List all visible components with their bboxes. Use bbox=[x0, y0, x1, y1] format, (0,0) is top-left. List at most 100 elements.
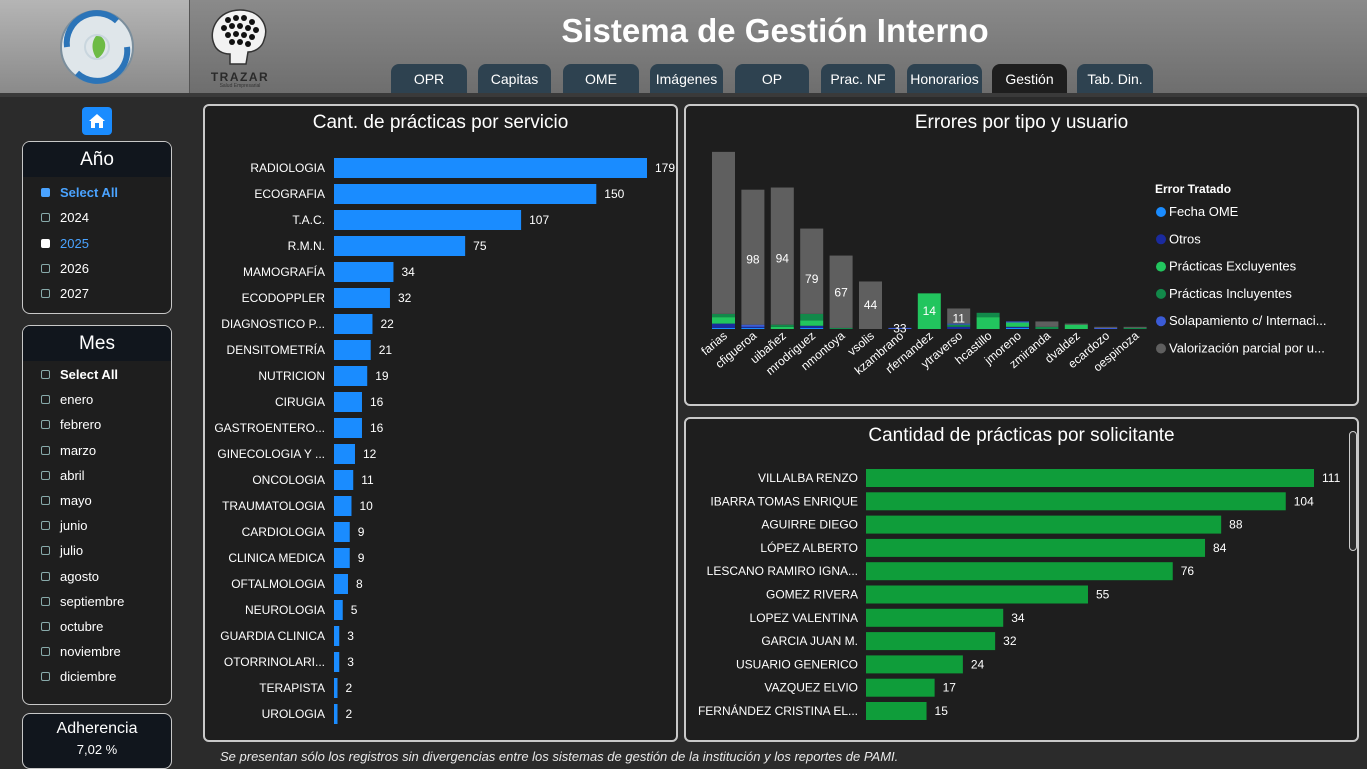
bar-usuario-generico[interactable] bbox=[866, 655, 963, 674]
bar-nutricion[interactable] bbox=[334, 366, 368, 386]
legend-item-solapamiento-c-internaci[interactable]: Solapamiento c/ Internaci... bbox=[1169, 313, 1327, 328]
month-option-marzo[interactable]: marzo bbox=[41, 443, 96, 458]
month-option-septiembre[interactable]: septiembre bbox=[41, 594, 124, 609]
bar-lopez-valentina[interactable] bbox=[866, 608, 1004, 627]
year-option-2026[interactable]: 2026 bbox=[41, 261, 89, 276]
error-bar-segment-cfigueroa-valorizacion-parcial-por-u[interactable] bbox=[741, 189, 765, 325]
month-option-mayo[interactable]: mayo bbox=[41, 493, 92, 508]
error-bar-segment-mrodriguez-valorizacion-parcial-por-u[interactable] bbox=[800, 228, 824, 314]
month-option-select-all[interactable]: Select All bbox=[41, 367, 118, 382]
tab-honorarios[interactable]: Honorarios bbox=[907, 64, 982, 94]
error-bar-segment-dvaldez-valorizacion-parcial-por-u[interactable] bbox=[1064, 323, 1088, 325]
error-bar-segment-jmoreno-otros[interactable] bbox=[1006, 326, 1029, 328]
month-option-agosto[interactable]: agosto bbox=[41, 569, 99, 584]
error-bar-segment-mrodriguez-practicas-incluyentes[interactable] bbox=[800, 313, 824, 321]
bar-vazquez-elvio[interactable] bbox=[866, 678, 935, 697]
error-bar-segment-hcastillo-practicas-excluyentes[interactable] bbox=[976, 317, 1000, 329]
month-option-julio[interactable]: julio bbox=[41, 543, 83, 558]
tab-op[interactable]: OP bbox=[735, 64, 809, 94]
error-bar-segment-cfigueroa-fecha-ome[interactable] bbox=[741, 327, 765, 329]
bar-lopez-alberto[interactable] bbox=[866, 538, 1206, 557]
legend-item-practicas-excluyentes[interactable]: Prácticas Excluyentes bbox=[1169, 259, 1297, 274]
bar-neurologia[interactable] bbox=[334, 600, 343, 620]
tab-imagenes[interactable]: Imágenes bbox=[650, 64, 723, 94]
error-bar-segment-jmoreno-fecha-ome[interactable] bbox=[1006, 327, 1029, 329]
error-bar-segment-cfigueroa-solapamiento-c-internaci[interactable] bbox=[741, 324, 765, 327]
bar-lescano-ramiro-igna[interactable] bbox=[866, 562, 1173, 581]
legend-item-otros[interactable]: Otros bbox=[1169, 231, 1201, 246]
error-bar-segment-ytraverso-valorizacion-parcial-por-u[interactable] bbox=[947, 308, 971, 324]
year-option-2027[interactable]: 2027 bbox=[41, 286, 89, 301]
error-bar-segment-rfernandez-practicas-excluyentes[interactable] bbox=[917, 293, 941, 329]
error-bar-segment-uibanez-practicas-incluyentes[interactable] bbox=[770, 324, 794, 327]
bar-gastroentero[interactable] bbox=[334, 418, 362, 438]
error-bar-segment-farias-practicas-excluyentes[interactable] bbox=[712, 317, 735, 324]
error-bar-segment-ytraverso-solapamiento-c-internaci[interactable] bbox=[947, 323, 971, 325]
error-bar-segment-jmoreno-solapamiento-c-internaci[interactable] bbox=[1006, 321, 1029, 323]
error-bar-segment-ytraverso-otros[interactable] bbox=[947, 326, 971, 329]
bar-traumatologia[interactable] bbox=[334, 496, 352, 516]
bar-urologia[interactable] bbox=[334, 704, 338, 724]
error-bar-segment-zmiranda-practicas-incluyentes[interactable] bbox=[1035, 326, 1059, 329]
month-option-abril[interactable]: abril bbox=[41, 468, 85, 483]
error-bar-segment-hcastillo-practicas-incluyentes[interactable] bbox=[976, 312, 1000, 318]
bar-radiologia[interactable] bbox=[334, 158, 647, 178]
year-option-2025[interactable]: 2025 bbox=[41, 236, 89, 251]
month-option-noviembre[interactable]: noviembre bbox=[41, 644, 121, 659]
month-option-enero[interactable]: enero bbox=[41, 392, 93, 407]
error-bar-segment-kzambrano-solapamiento-c-internaci[interactable] bbox=[888, 327, 912, 329]
error-bar-segment-ecardozo-valorizacion-parcial-por-u[interactable] bbox=[1094, 326, 1118, 328]
tab-ome[interactable]: OME bbox=[563, 64, 639, 94]
tab-opr[interactable]: OPR bbox=[391, 64, 467, 94]
bar-cardiologia[interactable] bbox=[334, 522, 350, 542]
tab-tab-din[interactable]: Tab. Din. bbox=[1077, 64, 1153, 94]
error-bar-segment-farias-fecha-ome[interactable] bbox=[712, 327, 735, 329]
error-bar-segment-uibanez-valorizacion-parcial-por-u[interactable] bbox=[770, 187, 794, 325]
tab-capitas[interactable]: Capitas bbox=[478, 64, 551, 94]
bar-ecodoppler[interactable] bbox=[334, 288, 390, 308]
error-bar-segment-uibanez-practicas-excluyentes[interactable] bbox=[770, 326, 794, 329]
month-option-diciembre[interactable]: diciembre bbox=[41, 669, 116, 684]
error-bar-segment-mrodriguez-fecha-ome[interactable] bbox=[800, 327, 824, 329]
bar-guardia-clinica[interactable] bbox=[334, 626, 340, 646]
error-bar-segment-ytraverso-practicas-incluyentes[interactable] bbox=[947, 324, 971, 327]
error-bar-segment-ecardozo-solapamiento-c-internaci[interactable] bbox=[1094, 327, 1118, 329]
bar-ginecologia-y[interactable] bbox=[334, 444, 355, 464]
error-bar-segment-farias-practicas-incluyentes[interactable] bbox=[712, 313, 735, 318]
bar-villalba-renzo[interactable] bbox=[866, 469, 1314, 487]
error-bar-segment-farias-valorizacion-parcial-por-u[interactable] bbox=[712, 151, 735, 314]
error-bar-segment-dvaldez-practicas-excluyentes[interactable] bbox=[1064, 324, 1088, 329]
error-bar-segment-nmontoya-practicas-incluyentes[interactable] bbox=[829, 327, 853, 329]
bar-mamografia[interactable] bbox=[334, 262, 394, 282]
error-bar-segment-jmoreno-practicas-excluyentes[interactable] bbox=[1006, 322, 1029, 327]
tab-gestion[interactable]: Gestión bbox=[992, 64, 1067, 94]
legend-item-practicas-incluyentes[interactable]: Prácticas Incluyentes bbox=[1169, 286, 1292, 301]
bar-gomez-rivera[interactable] bbox=[866, 585, 1088, 604]
bar-oftalmologia[interactable] bbox=[334, 574, 348, 594]
bar-cirugia[interactable] bbox=[334, 392, 362, 412]
bar-diagnostico-p[interactable] bbox=[334, 314, 373, 334]
bar-terapista[interactable] bbox=[334, 678, 338, 698]
error-bar-segment-oespinoza-valorizacion-parcial-por-u[interactable] bbox=[1123, 326, 1147, 328]
bar-ibarra-tomas-enrique[interactable] bbox=[866, 492, 1286, 511]
month-option-octubre[interactable]: octubre bbox=[41, 619, 103, 634]
bar-r-m-n[interactable] bbox=[334, 236, 466, 256]
bar-garcia-juan-m[interactable] bbox=[866, 632, 996, 651]
bar-otorrinolari[interactable] bbox=[334, 652, 340, 672]
error-bar-segment-mrodriguez-otros[interactable] bbox=[800, 325, 824, 328]
year-option-select-all[interactable]: Select All bbox=[41, 185, 118, 200]
bar-oncologia[interactable] bbox=[334, 470, 354, 490]
bar-aguirre-diego[interactable] bbox=[866, 515, 1222, 534]
error-bar-segment-mrodriguez-practicas-excluyentes[interactable] bbox=[800, 320, 824, 326]
month-option-febrero[interactable]: febrero bbox=[41, 417, 101, 432]
tab-prac-nf[interactable]: Prac. NF bbox=[821, 64, 895, 94]
error-bar-segment-farias-otros[interactable] bbox=[712, 323, 735, 328]
home-button[interactable] bbox=[82, 107, 112, 135]
error-bar-segment-nmontoya-valorizacion-parcial-por-u[interactable] bbox=[829, 255, 853, 328]
error-bar-segment-vsolis-valorizacion-parcial-por-u[interactable] bbox=[859, 281, 882, 329]
legend-item-valorizacion-parcial-por-u[interactable]: Valorización parcial por u... bbox=[1169, 341, 1325, 356]
legend-item-fecha-ome[interactable]: Fecha OME bbox=[1169, 204, 1239, 219]
requester-scrollbar[interactable] bbox=[1349, 431, 1357, 551]
bar-fernandez-cristina-el[interactable] bbox=[866, 702, 927, 720]
error-bar-segment-oespinoza-practicas-incluyentes[interactable] bbox=[1123, 327, 1147, 329]
